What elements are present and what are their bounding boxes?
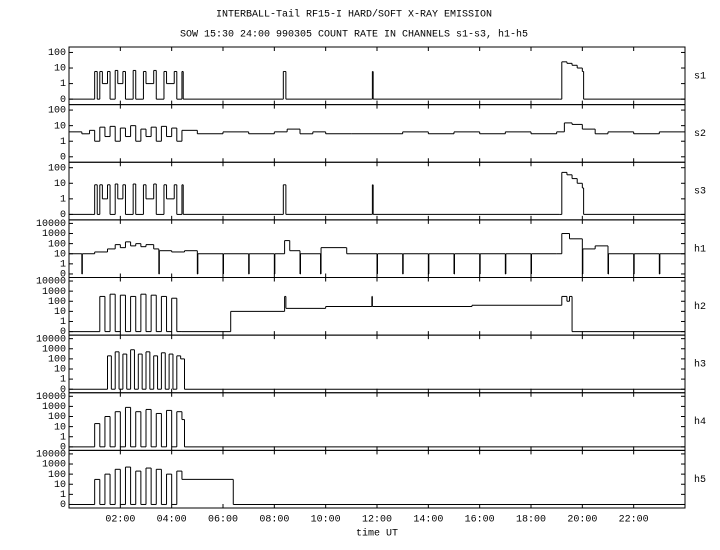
y-tick-label: 10 <box>54 365 66 376</box>
y-tick-label: 0 <box>60 210 66 221</box>
x-tick-label: 22:00 <box>619 515 649 526</box>
x-tick-label: 18:00 <box>516 515 546 526</box>
y-tick-label: 1 <box>60 490 66 501</box>
y-tick-label: 0 <box>60 270 66 281</box>
x-tick-label: 14:00 <box>413 515 443 526</box>
y-tick-label: 1000 <box>42 229 66 240</box>
panel-label: h4 <box>694 416 706 428</box>
x-tick-label: 02:00 <box>105 515 135 526</box>
panel-frame <box>68 46 686 106</box>
y-tick-label: 0 <box>60 385 66 396</box>
panel-label: h2 <box>694 301 706 313</box>
y-tick-label: 100 <box>48 297 66 308</box>
y-tick-label: 1000 <box>42 460 66 471</box>
y-tick-label: 10 <box>54 64 66 75</box>
y-tick-label: 10 <box>54 422 66 433</box>
y-tick-label: 100 <box>48 239 66 250</box>
x-tick-label: 08:00 <box>259 515 289 526</box>
panel-label: s3 <box>694 187 706 198</box>
x-tick-label: 16:00 <box>465 515 495 526</box>
y-tick-label: 1000 <box>42 287 66 298</box>
y-tick-label: 10000 <box>36 277 66 288</box>
panel-label: h3 <box>694 359 706 371</box>
y-tick-label: 10000 <box>36 334 66 345</box>
y-tick-label: 1 <box>60 432 66 443</box>
y-tick-label: 1 <box>60 137 66 148</box>
y-tick-label: 10 <box>54 179 66 190</box>
x-tick-label: 10:00 <box>311 515 341 526</box>
y-tick-label: 100 <box>48 48 66 59</box>
y-tick-label: 1 <box>60 194 66 205</box>
y-tick-label: 100 <box>48 106 66 117</box>
y-tick-label: 0 <box>60 500 66 511</box>
x-axis-label: time UT <box>356 528 398 540</box>
y-tick-label: 10 <box>54 307 66 318</box>
x-tick-label: 04:00 <box>157 515 187 526</box>
y-tick-label: 1000 <box>42 344 66 355</box>
x-tick-label: 06:00 <box>208 515 238 526</box>
panel-label: h5 <box>694 474 706 486</box>
y-tick-label: 1 <box>60 317 66 328</box>
y-tick-label: 1 <box>60 375 66 386</box>
panel-label: s2 <box>694 129 706 140</box>
y-tick-label: 0 <box>60 327 66 338</box>
y-tick-label: 1 <box>60 79 66 90</box>
y-tick-label: 1000 <box>42 402 66 413</box>
x-tick-label: 20:00 <box>567 515 597 526</box>
panel-label: h1 <box>694 243 706 255</box>
chart-subtitle: SOW 15:30 24:00 990305 COUNT RATE IN CHA… <box>180 29 528 41</box>
chart-title: INTERBALL-Tail RF15-I HARD/SOFT X-RAY EM… <box>216 9 492 21</box>
y-tick-label: 0 <box>60 95 66 106</box>
y-tick-label: 0 <box>60 152 66 163</box>
y-tick-label: 10000 <box>36 219 66 230</box>
y-tick-label: 100 <box>48 163 66 174</box>
y-tick-label: 10000 <box>36 450 66 461</box>
y-tick-label: 10 <box>54 121 66 132</box>
y-tick-label: 10 <box>54 480 66 491</box>
y-tick-label: 100 <box>48 355 66 366</box>
y-tick-label: 1 <box>60 259 66 270</box>
y-tick-label: 10 <box>54 249 66 260</box>
panel-label: s1 <box>694 71 706 82</box>
y-tick-label: 100 <box>48 412 66 423</box>
y-tick-label: 10000 <box>36 392 66 403</box>
panel-frame <box>68 161 686 221</box>
y-tick-label: 0 <box>60 442 66 453</box>
x-tick-label: 12:00 <box>362 515 392 526</box>
y-tick-label: 100 <box>48 470 66 481</box>
